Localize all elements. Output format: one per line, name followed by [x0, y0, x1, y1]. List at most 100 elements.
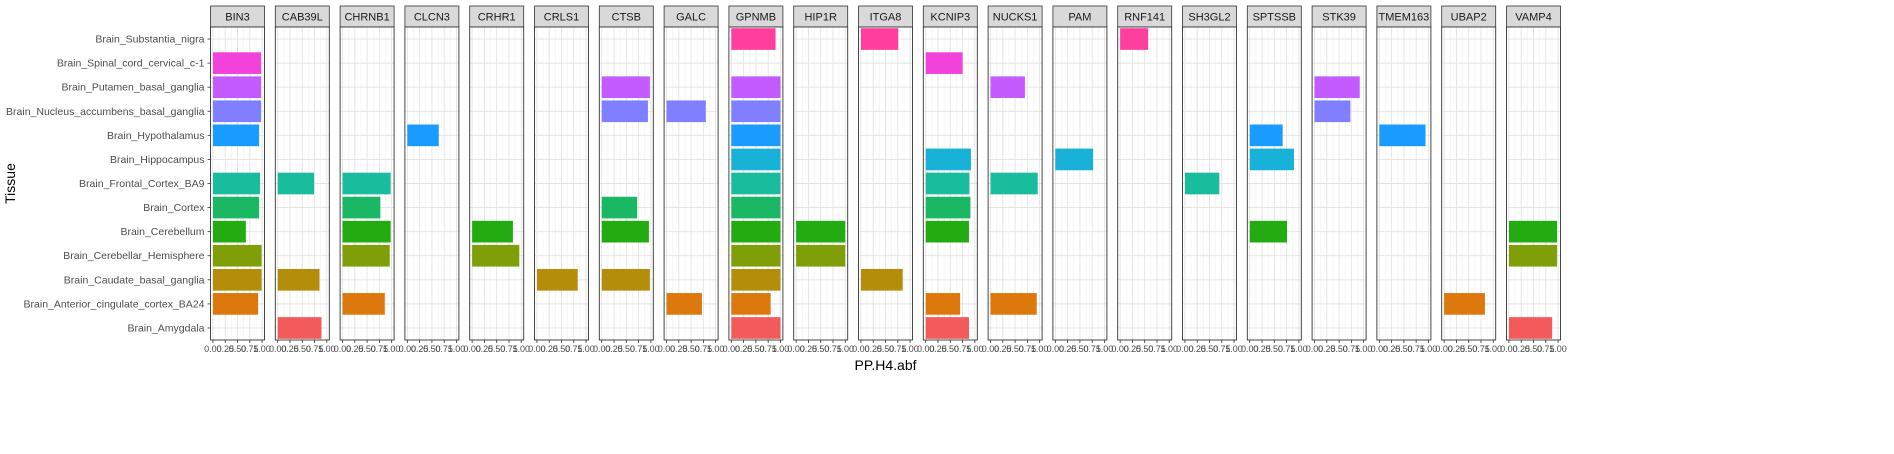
x-tick-label: 1.00: [1549, 344, 1567, 354]
bar-cab39l-brain_caudate_basal_ganglia: [277, 268, 320, 291]
bar-kcnip3-brain_cerebellum: [925, 220, 969, 243]
x-tick-label: 0.50: [1006, 344, 1024, 354]
y-tick-label: Brain_Cerebellar_Hemisphere: [63, 250, 204, 262]
x-tick-label: 0.00: [1435, 344, 1453, 354]
bar-chrnb1-brain_cortex: [342, 196, 381, 219]
bar-bin3-brain_putamen_basal_ganglia: [212, 76, 262, 99]
facet-strip-label: SH3GL2: [1188, 12, 1230, 24]
x-tick-label: 0.00: [334, 344, 352, 354]
x-tick-label: 0.75: [565, 344, 583, 354]
bar-stk39-brain_putamen_basal_ganglia: [1314, 76, 1360, 99]
bar-vamp4-brain_amygdala: [1508, 317, 1553, 339]
x-tick-label: 0.25: [800, 344, 818, 354]
x-tick-label: 0.00: [852, 344, 870, 354]
facet-panel-sptssb: SPTSSB 0.000.250.500.751.00: [1241, 5, 1308, 354]
x-tick-label: 0.75: [695, 344, 713, 354]
x-tick-label: 0.00: [723, 344, 741, 354]
bar-bin3-brain_hypothalamus: [212, 124, 260, 147]
bar-bin3-brain_cerebellar_hemisphere: [212, 244, 262, 267]
bar-gpnmb-brain_cerebellum: [731, 220, 781, 243]
y-tick-label: Brain_Cortex: [143, 202, 205, 214]
bar-sptssb-brain_hypothalamus: [1249, 124, 1283, 147]
bar-kcnip3-brain_anterior_cingulate_cortex_ba24: [925, 293, 961, 315]
x-tick-label: 0.75: [1019, 344, 1037, 354]
bar-gpnmb-brain_anterior_cingulate_cortex_ba24: [731, 293, 771, 315]
bar-sptssb-brain_cerebellum: [1249, 220, 1288, 243]
x-tick-label: 0.50: [1395, 344, 1413, 354]
x-tick-label: 0.00: [658, 344, 676, 354]
x-tick-label: 1.00: [1420, 344, 1438, 354]
bar-gpnmb-brain_hippocampus: [731, 148, 781, 171]
x-tick-label: 0.25: [929, 344, 947, 354]
bar-gpnmb-brain_nucleus_accumbens_basal_ganglia: [731, 100, 781, 123]
bar-kcnip3-brain_spinal_cord_cervical_c-1: [925, 52, 963, 74]
x-tick-label: 0.00: [917, 344, 935, 354]
x-tick-label: 0.50: [1266, 344, 1284, 354]
x-tick-label: 0.25: [1059, 344, 1077, 354]
bar-bin3-brain_spinal_cord_cervical_c-1: [212, 52, 262, 74]
facet-panel-pam: PAM 0.000.250.500.751.00: [1047, 5, 1113, 354]
x-tick-label: 1.00: [642, 344, 660, 354]
facet-panel-itga8: ITGA8 0.000.250.500.751.00: [852, 5, 919, 354]
x-tick-label: 0.00: [593, 344, 611, 354]
x-tick-label: 0.00: [1241, 344, 1259, 354]
y-tick-label: Brain_Hippocampus: [110, 154, 205, 166]
facet-panel-gpnmb: GPNMB 0.000.250.500.751.00: [723, 5, 789, 354]
facet-strip-label: PAM: [1068, 12, 1091, 24]
facet-panel-stk39: STK39 0.000.250.500.751.00: [1306, 5, 1372, 354]
x-tick-label: 0.25: [605, 344, 623, 354]
x-tick-label: 0.00: [528, 344, 546, 354]
x-tick-label: 0.75: [889, 344, 907, 354]
bar-ubap2-brain_anterior_cingulate_cortex_ba24: [1444, 293, 1485, 315]
bar-rnf141-brain_substantia_nigra: [1120, 28, 1149, 50]
bar-itga8-brain_caudate_basal_ganglia: [860, 268, 903, 291]
x-tick-label: 1.00: [1225, 344, 1243, 354]
bar-tmem163-brain_hypothalamus: [1379, 124, 1426, 147]
bar-itga8-brain_substantia_nigra: [860, 28, 899, 50]
bar-kcnip3-brain_hippocampus: [925, 148, 971, 171]
bar-ctsb-brain_cortex: [601, 196, 638, 219]
x-tick-label: 0.00: [463, 344, 481, 354]
facet-panel-chrnb1: CHRNB1 0.000.250.500.751.00: [334, 5, 400, 354]
x-tick-label: 0.75: [954, 344, 972, 354]
facet-strip-label: CLCN3: [414, 12, 450, 24]
bar-chrnb1-brain_cerebellum: [342, 220, 391, 243]
facet-strip-label: ITGA8: [870, 12, 902, 24]
facet-strip-label: GALC: [676, 12, 706, 24]
x-tick-label: 0.50: [1460, 344, 1478, 354]
facets-layer: BIN30.000.250.500.751.00CAB39L0.000.250.…: [204, 5, 1567, 354]
x-tick-label: 0.00: [269, 344, 287, 354]
y-tick-label: Brain_Cerebellum: [120, 226, 204, 238]
bar-clcn3-brain_hypothalamus: [407, 124, 439, 147]
x-tick-label: 0.75: [500, 344, 518, 354]
x-tick-label: 0.25: [1253, 344, 1271, 354]
x-tick-label: 0.50: [358, 344, 376, 354]
bar-bin3-brain_cerebellum: [212, 220, 246, 243]
x-tick-label: 0.75: [759, 344, 777, 354]
bar-gpnmb-brain_putamen_basal_ganglia: [731, 76, 781, 99]
x-tick-label: 0.00: [1047, 344, 1065, 354]
x-tick-label: 1.00: [577, 344, 595, 354]
bar-chrnb1-brain_anterior_cingulate_cortex_ba24: [342, 293, 385, 315]
x-tick-label: 1.00: [1031, 344, 1049, 354]
x-tick-label: 1.00: [1290, 344, 1308, 354]
x-tick-label: 0.50: [877, 344, 895, 354]
bar-hip1r-brain_cerebellum: [796, 220, 846, 243]
x-tick-label: 0.00: [1306, 344, 1324, 354]
facet-strip-label: CRLS1: [544, 12, 579, 24]
x-tick-label: 1.00: [1485, 344, 1503, 354]
bar-pam-brain_hippocampus: [1055, 148, 1094, 171]
x-tick-label: 0.50: [294, 344, 312, 354]
bar-chrnb1-brain_cerebellar_hemisphere: [342, 244, 390, 267]
bar-crhr1-brain_cerebellum: [472, 220, 513, 243]
y-tick-label: Brain_Substantia_nigra: [95, 34, 204, 46]
facet-strip-label: NUCKS1: [993, 12, 1038, 24]
facet-panel-hip1r: HIP1R 0.000.250.500.751.00: [787, 5, 854, 354]
bar-gpnmb-brain_caudate_basal_ganglia: [731, 268, 781, 291]
bar-sh3gl2-brain_frontal_cortex_ba9: [1184, 172, 1220, 195]
facet-strip-label: TMEM163: [1379, 12, 1430, 24]
x-tick-label: 1.00: [707, 344, 725, 354]
x-tick-label: 0.25: [1383, 344, 1401, 354]
facet-strip-label: CHRNB1: [344, 12, 389, 24]
